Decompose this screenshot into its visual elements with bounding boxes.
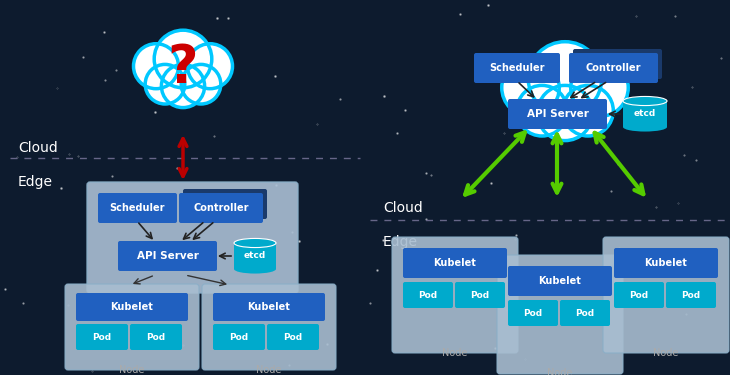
Text: Node: Node [442, 348, 468, 358]
FancyBboxPatch shape [603, 237, 729, 353]
FancyBboxPatch shape [202, 284, 336, 370]
FancyBboxPatch shape [560, 300, 610, 326]
Text: Controller: Controller [585, 63, 641, 73]
Text: Edge: Edge [383, 235, 418, 249]
FancyArrowPatch shape [179, 139, 187, 176]
Text: Kubelet: Kubelet [110, 302, 153, 312]
Text: Node: Node [653, 348, 679, 358]
Text: Kubelet: Kubelet [434, 258, 477, 268]
FancyBboxPatch shape [65, 284, 199, 370]
Circle shape [161, 64, 204, 108]
Circle shape [529, 42, 602, 115]
Circle shape [563, 86, 613, 136]
FancyBboxPatch shape [573, 49, 662, 79]
Ellipse shape [623, 96, 667, 105]
Circle shape [517, 86, 567, 136]
FancyArrowPatch shape [553, 135, 561, 193]
Text: Pod: Pod [470, 291, 490, 300]
Circle shape [181, 64, 220, 104]
Bar [623, 101, 667, 127]
Circle shape [145, 64, 185, 104]
FancyBboxPatch shape [614, 248, 718, 278]
FancyArrowPatch shape [595, 133, 643, 194]
Text: Node: Node [119, 365, 145, 375]
Ellipse shape [234, 238, 276, 248]
Text: Pod: Pod [418, 291, 437, 300]
FancyBboxPatch shape [267, 324, 319, 350]
Text: Edge: Edge [18, 175, 53, 189]
Text: Kubelet: Kubelet [645, 258, 688, 268]
Text: ?: ? [168, 42, 199, 94]
Circle shape [188, 44, 232, 89]
Text: API Server: API Server [137, 251, 199, 261]
Text: etcd: etcd [244, 252, 266, 261]
Circle shape [154, 30, 212, 88]
Text: Cloud: Cloud [18, 141, 58, 155]
FancyBboxPatch shape [474, 53, 560, 83]
Ellipse shape [623, 123, 667, 132]
Text: etcd: etcd [634, 110, 656, 118]
FancyBboxPatch shape [403, 248, 507, 278]
Circle shape [134, 44, 179, 89]
Text: Kubelet: Kubelet [247, 302, 291, 312]
Text: Pod: Pod [523, 309, 542, 318]
FancyBboxPatch shape [183, 189, 267, 219]
FancyBboxPatch shape [130, 324, 182, 350]
Circle shape [571, 59, 629, 117]
FancyBboxPatch shape [508, 300, 558, 326]
FancyBboxPatch shape [118, 241, 217, 271]
FancyBboxPatch shape [179, 193, 263, 223]
Text: Pod: Pod [147, 333, 166, 342]
FancyBboxPatch shape [76, 324, 128, 350]
Text: Kubelet: Kubelet [539, 276, 581, 286]
Text: Node: Node [548, 368, 573, 375]
Text: Pod: Pod [629, 291, 648, 300]
Text: Cloud: Cloud [383, 201, 423, 215]
FancyBboxPatch shape [98, 193, 177, 223]
Ellipse shape [234, 264, 276, 273]
Text: Controller: Controller [193, 203, 249, 213]
Text: Pod: Pod [575, 309, 594, 318]
Circle shape [537, 86, 593, 141]
FancyBboxPatch shape [508, 99, 607, 129]
FancyBboxPatch shape [392, 237, 518, 353]
Bar [234, 243, 276, 269]
Text: Pod: Pod [681, 291, 701, 300]
FancyBboxPatch shape [455, 282, 505, 308]
Text: Scheduler: Scheduler [489, 63, 545, 73]
FancyArrowPatch shape [465, 132, 525, 195]
FancyBboxPatch shape [614, 282, 664, 308]
FancyBboxPatch shape [213, 293, 325, 321]
Text: Pod: Pod [283, 333, 302, 342]
Text: Scheduler: Scheduler [110, 203, 165, 213]
FancyBboxPatch shape [87, 182, 298, 293]
Text: API Server: API Server [526, 109, 588, 119]
Circle shape [502, 59, 559, 117]
Text: Pod: Pod [229, 333, 248, 342]
FancyBboxPatch shape [76, 293, 188, 321]
FancyBboxPatch shape [497, 255, 623, 374]
FancyBboxPatch shape [569, 53, 658, 83]
Text: Node: Node [256, 365, 282, 375]
FancyBboxPatch shape [403, 282, 453, 308]
FancyBboxPatch shape [508, 266, 612, 296]
FancyBboxPatch shape [666, 282, 716, 308]
Text: Pod: Pod [93, 333, 112, 342]
FancyBboxPatch shape [213, 324, 265, 350]
